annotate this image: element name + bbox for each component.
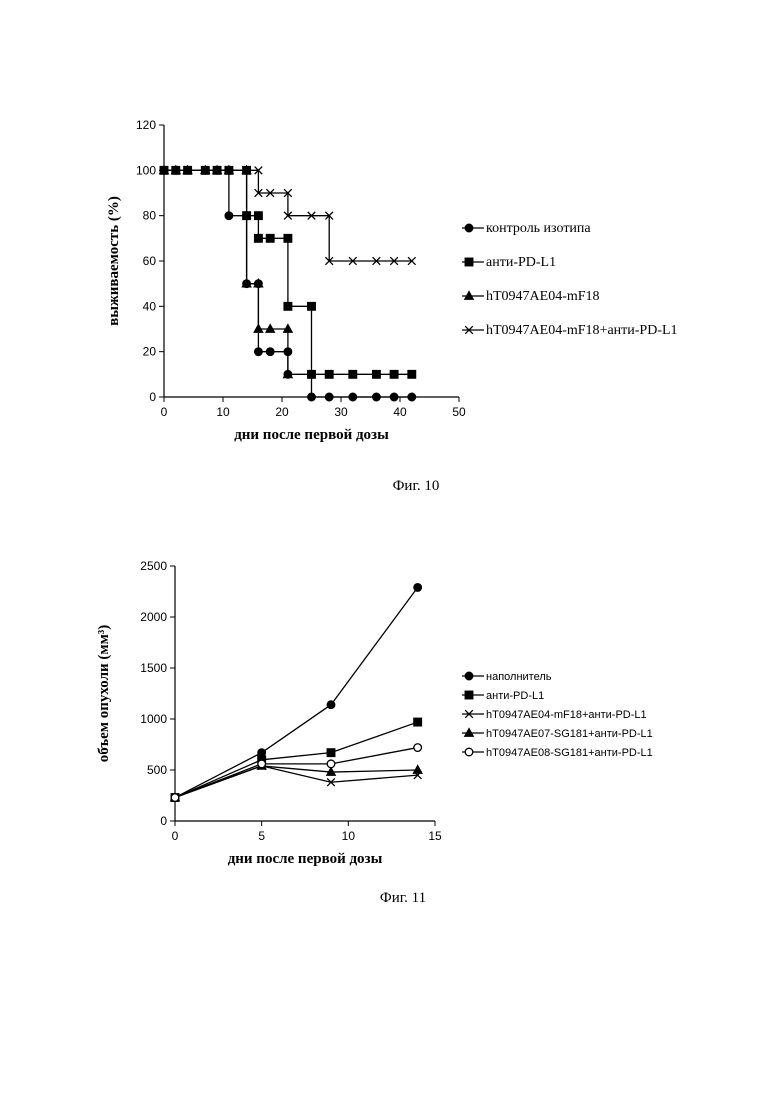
figure-11: 0 5 10 15 0 500 1000 1500 2000 2500 дни после перв… [0,550,780,920]
y-axis-label: объем опухоли (мм³) [96,625,112,763]
axes: 0 5 10 15 0 500 1000 1500 2000 2500 [140,559,442,843]
y-tick-label: 1500 [140,661,167,675]
data-point [308,393,316,401]
legend-entry: hT0947AE07-SG181+анти-PD-L1 [462,728,653,740]
legend-entry: анти-PD-L1 [462,255,556,270]
x-tick-label: 30 [334,405,348,419]
series-2 [171,718,421,801]
data-point [171,794,179,802]
series-line [175,587,418,797]
data-point [414,718,422,726]
legend-entry: анти-PD-L1 [462,690,544,702]
data-point [349,393,357,401]
data-point [258,760,266,768]
data-point [325,393,333,401]
data-point [408,393,416,401]
y-tick-label: 60 [143,254,157,268]
data-point [414,744,422,752]
x-tick-label: 0 [172,829,179,843]
x-tick-label: 10 [342,829,356,843]
x-axis-label: дни после первой дозы [234,427,389,443]
data-point [266,348,274,356]
data-point [225,212,233,220]
data-point [414,584,422,592]
y-tick-label: 120 [136,118,156,132]
y-tick-label: 500 [147,763,167,777]
series-line [164,170,288,374]
data-point [327,701,335,709]
data-point [255,235,263,243]
y-tick-label: 2000 [140,610,167,624]
data-point [255,348,263,356]
legend-marker [465,258,473,266]
x-tick-label: 15 [428,829,442,843]
legend-label: hT0947AE04-mF18+анти-PD-L1 [486,709,647,721]
series-3 [160,166,292,378]
legend-label: hT0947AE07-SG181+анти-PD-L1 [486,728,653,740]
data-point [325,371,333,379]
y-tick-label: 100 [136,163,156,177]
x-tick-label: 40 [393,405,407,419]
survival-chart: 0 10 20 30 40 50 0 20 40 60 80 100 120 дни после перв… [0,100,780,500]
figure-10: 0 10 20 30 40 50 0 20 40 60 80 100 120 дни после перв… [0,100,780,500]
data-point [255,212,263,220]
y-tick-label: 80 [143,209,157,223]
legend-entry: hT0947AE08-SG181+анти-PD-L1 [462,747,653,759]
data-point [373,393,381,401]
data-point [258,749,266,757]
x-tick-label: 10 [216,405,230,419]
data-point [390,371,398,379]
figure-caption: Фиг. 11 [380,890,426,906]
figure-caption: Фиг. 10 [393,478,440,494]
series-5 [171,744,421,802]
data-point [408,371,416,379]
legend-label: наполнитель [486,671,552,683]
legend-marker [465,748,473,756]
data-point [349,371,357,379]
y-tick-label: 1000 [140,712,167,726]
y-axis-label: выживаемость (%) [106,196,122,326]
legend-marker [465,224,473,232]
series-line [175,748,418,798]
data-point [308,303,316,311]
legend-label: анти-PD-L1 [486,255,556,270]
y-tick-label: 0 [160,814,167,828]
legend-label: hT0947AE04-mF18 [486,289,600,304]
series-line [175,722,418,797]
x-axis-label: дни после первой дозы [228,851,383,867]
legend-label: анти-PD-L1 [486,690,544,702]
legend-entry: контроль изотипа [462,221,591,236]
legend-label: hT0947AE04-mF18+анти-PD-L1 [486,323,678,338]
data-point [327,749,335,757]
legend-entry: hT0947AE04-mF18 [462,289,600,304]
series-3 [171,762,421,801]
data-point [390,393,398,401]
data-point [266,235,274,243]
x-tick-label: 0 [161,405,168,419]
legend-entry: наполнитель [462,671,552,683]
legend-label: контроль изотипа [486,221,591,236]
x-tick-label: 5 [258,829,265,843]
y-tick-label: 20 [143,345,157,359]
data-point [284,235,292,243]
legend-label: hT0947AE08-SG181+анти-PD-L1 [486,747,653,759]
y-tick-label: 40 [143,299,157,313]
y-tick-label: 2500 [140,559,167,573]
data-point [373,371,381,379]
x-tick-label: 50 [452,405,466,419]
data-point [308,371,316,379]
data-point [284,303,292,311]
x-tick-label: 20 [275,405,289,419]
legend-entry: hT0947AE04-mF18+анти-PD-L1 [462,323,678,338]
legend-marker [465,672,473,680]
series-4 [171,762,422,801]
y-tick-label: 0 [149,390,156,404]
tumor-volume-chart: 0 5 10 15 0 500 1000 1500 2000 2500 дни после перв… [0,550,780,920]
legend-marker [465,691,473,699]
data-point [327,760,335,768]
legend-entry: hT0947AE04-mF18+анти-PD-L1 [462,709,647,721]
